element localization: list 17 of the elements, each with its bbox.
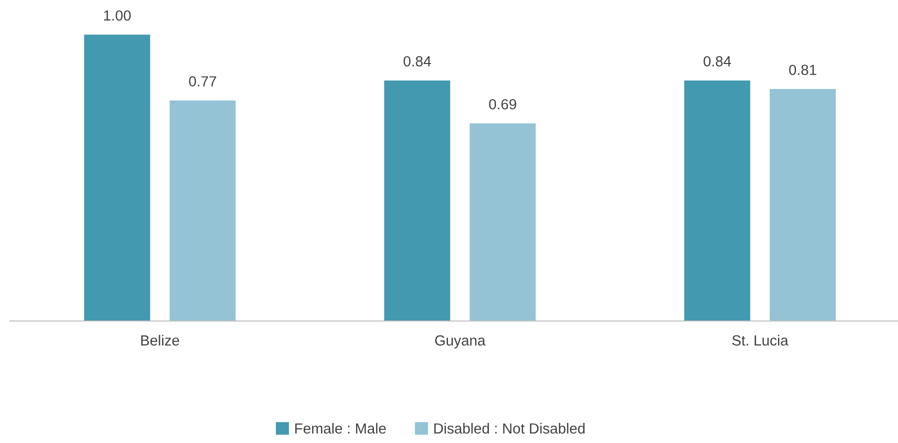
x-tick-label: Belize: [141, 334, 180, 346]
data-label: 0.84: [404, 56, 431, 66]
legend-label: Female : Male: [295, 422, 386, 434]
bar: [470, 123, 536, 321]
data-label: 0.84: [704, 56, 731, 66]
bar: [170, 100, 236, 321]
legend-label: Disabled : Not Disabled: [434, 422, 585, 434]
data-label: 0.69: [489, 99, 516, 110]
bar: [684, 80, 750, 321]
x-tick-label: St. Lucia: [732, 334, 788, 346]
bar: [84, 34, 150, 321]
bar: [770, 89, 836, 321]
bar: [384, 80, 450, 321]
data-label: 0.77: [189, 76, 216, 87]
data-label: 0.81: [789, 64, 816, 76]
x-tick-label: Guyana: [435, 335, 486, 348]
data-label: 1.00: [104, 10, 131, 21]
